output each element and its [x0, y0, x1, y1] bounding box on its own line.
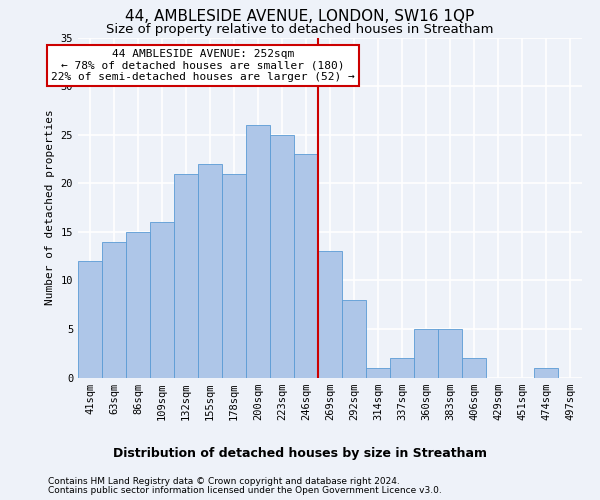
- Bar: [318, 251, 342, 378]
- Bar: [102, 242, 126, 378]
- Bar: [222, 174, 246, 378]
- Bar: [270, 134, 294, 378]
- Text: Contains public sector information licensed under the Open Government Licence v3: Contains public sector information licen…: [48, 486, 442, 495]
- Bar: [198, 164, 222, 378]
- Text: Distribution of detached houses by size in Streatham: Distribution of detached houses by size …: [113, 448, 487, 460]
- Bar: [438, 329, 462, 378]
- Text: Contains HM Land Registry data © Crown copyright and database right 2024.: Contains HM Land Registry data © Crown c…: [48, 477, 400, 486]
- Text: 44 AMBLESIDE AVENUE: 252sqm
← 78% of detached houses are smaller (180)
22% of se: 44 AMBLESIDE AVENUE: 252sqm ← 78% of det…: [51, 49, 355, 82]
- Bar: [174, 174, 198, 378]
- Bar: [534, 368, 558, 378]
- Bar: [462, 358, 486, 378]
- Bar: [294, 154, 318, 378]
- Text: Size of property relative to detached houses in Streatham: Size of property relative to detached ho…: [106, 22, 494, 36]
- Bar: [414, 329, 438, 378]
- Text: 44, AMBLESIDE AVENUE, LONDON, SW16 1QP: 44, AMBLESIDE AVENUE, LONDON, SW16 1QP: [125, 9, 475, 24]
- Bar: [150, 222, 174, 378]
- Bar: [366, 368, 390, 378]
- Bar: [246, 125, 270, 378]
- Bar: [78, 261, 102, 378]
- Bar: [390, 358, 414, 378]
- Bar: [126, 232, 150, 378]
- Bar: [342, 300, 366, 378]
- Y-axis label: Number of detached properties: Number of detached properties: [45, 110, 55, 306]
